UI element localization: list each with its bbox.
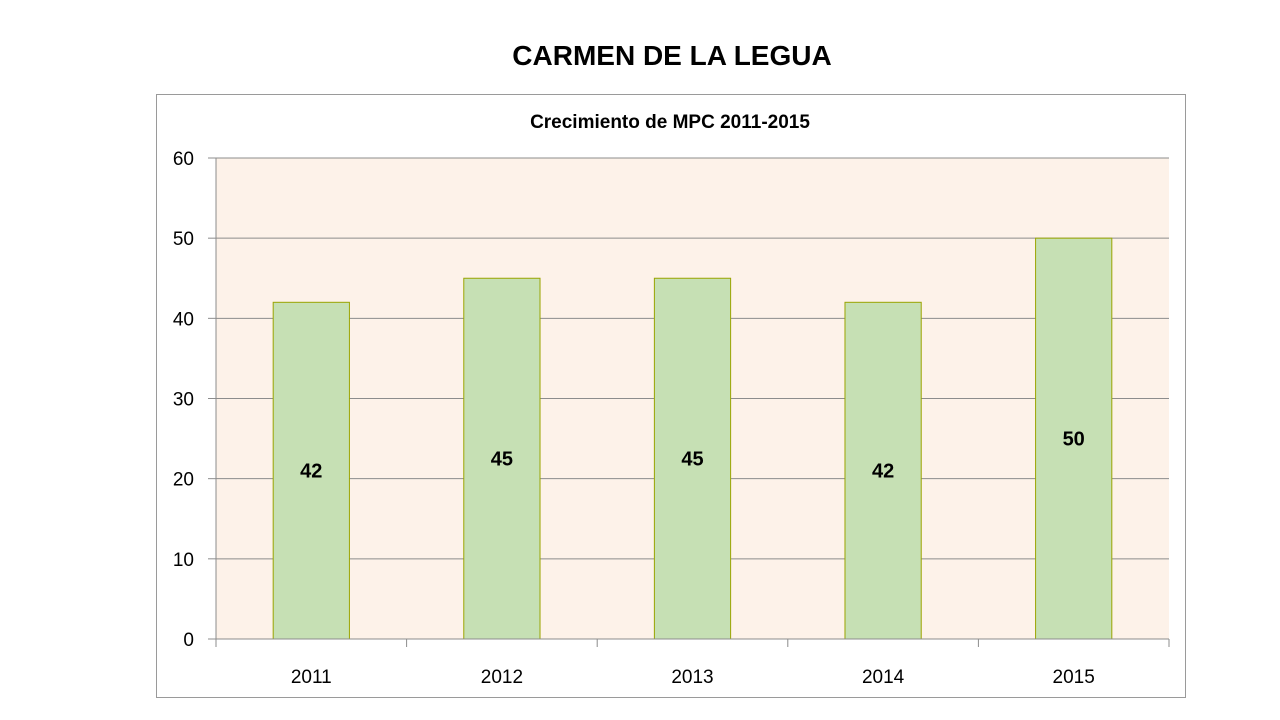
bar-2012: [463, 277, 541, 640]
y-tick-label: 20: [173, 470, 194, 491]
x-tick-label: 2014: [862, 667, 905, 688]
page-title: CARMEN DE LA LEGUA: [512, 40, 832, 71]
y-tick-label: 0: [183, 630, 194, 651]
data-label-2012: 45: [491, 449, 513, 471]
x-axis-ticks: 2011 2012 2013 2014 2015: [215, 639, 1170, 688]
bars: [272, 237, 1113, 640]
y-tick-label: 60: [173, 149, 194, 170]
x-tick-label: 2012: [481, 667, 523, 688]
bar-2013: [653, 277, 732, 640]
y-tick-label: 40: [173, 309, 194, 330]
chart-title: Crecimiento de MPC 2011-2015: [530, 112, 810, 133]
data-label-2014: 42: [872, 461, 894, 483]
data-label-2015: 50: [1063, 429, 1085, 451]
y-axis-ticks: 0 10 20 30 40 50 60: [173, 149, 216, 651]
y-tick-label: 10: [173, 550, 194, 571]
bar-2014: [844, 301, 922, 640]
y-tick-label: 50: [173, 229, 194, 250]
x-tick-label: 2013: [671, 667, 713, 688]
x-tick-label: 2011: [291, 667, 332, 688]
data-label-2011: 42: [300, 461, 322, 483]
data-labels: 42 45 45 42 50: [300, 429, 1085, 483]
x-tick-label: 2015: [1053, 667, 1095, 688]
bar-2011: [272, 301, 350, 640]
data-label-2013: 45: [681, 449, 703, 471]
y-tick-label: 30: [173, 390, 194, 411]
